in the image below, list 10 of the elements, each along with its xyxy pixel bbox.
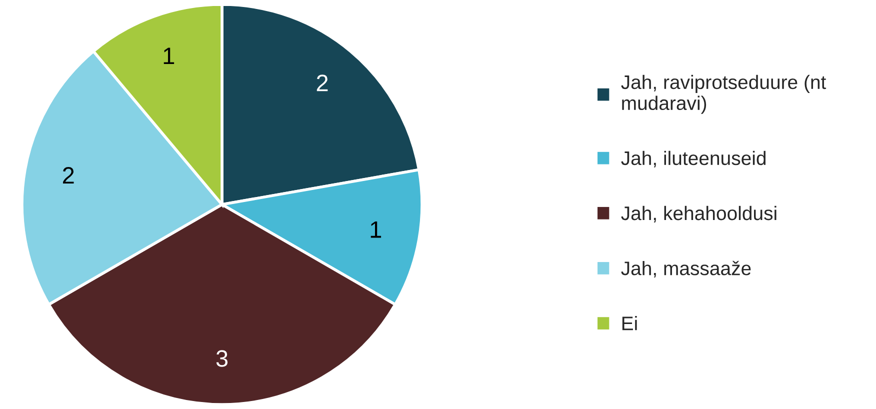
data-label: 3: [216, 350, 228, 367]
legend-label: Jah, massaaže: [621, 260, 751, 278]
legend-label: Jah, iluteenuseid: [621, 150, 766, 168]
legend-label: Jah, kehahooldusi: [621, 206, 776, 222]
legend-label: Jah, raviprotseduure (nt mudaravi): [621, 74, 826, 114]
legend-label: Ei: [622, 316, 637, 330]
data-label: 2: [62, 167, 74, 184]
data-label: 1: [164, 48, 174, 64]
data-label: 2: [316, 74, 328, 92]
data-label: 1: [370, 221, 382, 238]
